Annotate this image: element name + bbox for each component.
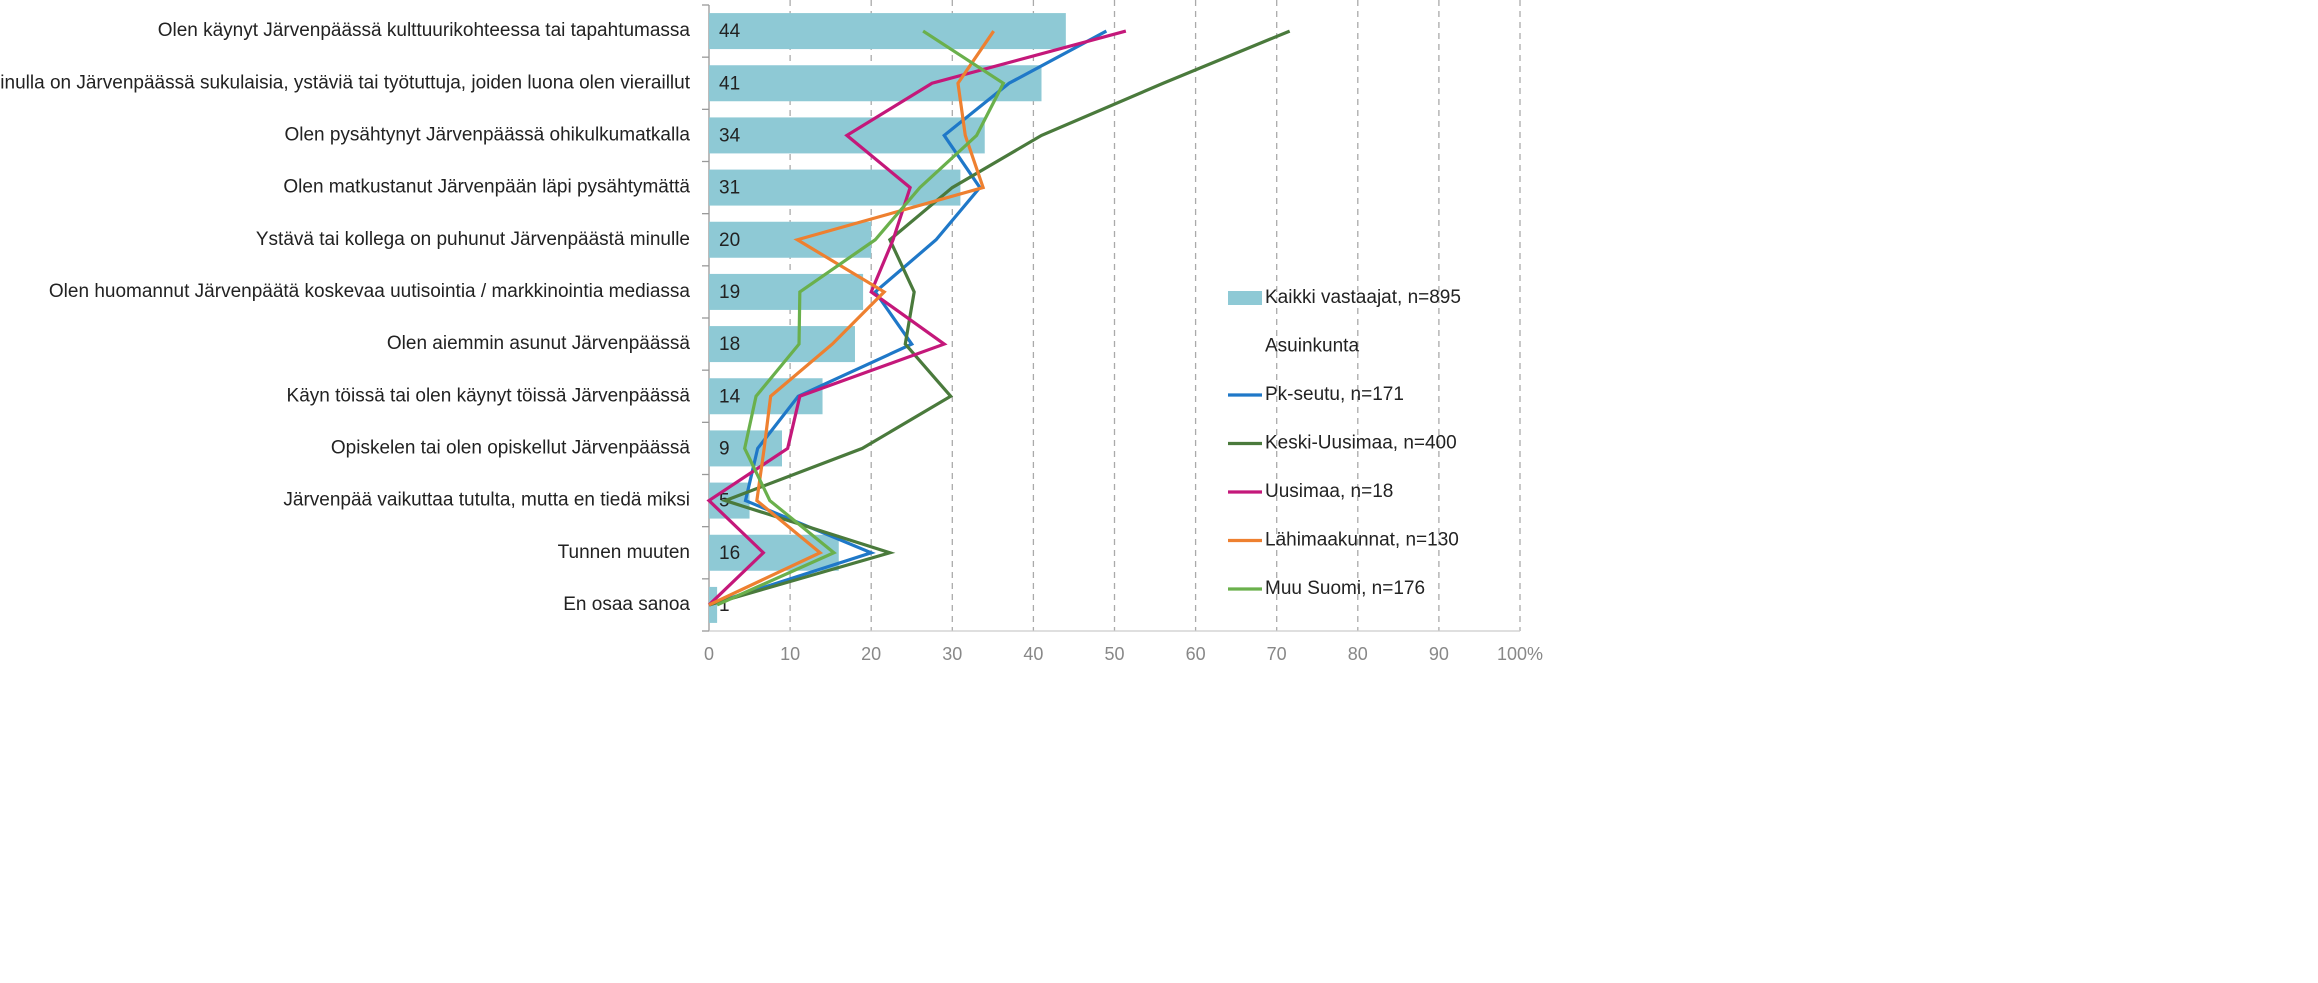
bar-label: 41 [719,73,740,94]
line-series [708,29,1291,607]
x-tick-label: 60 [1186,644,1206,664]
line-series [716,29,1006,607]
legend-label: Kaikki vastaajat, n=895 [1265,287,1461,308]
x-tick-label: 30 [942,644,962,664]
x-tick-label: 20 [861,644,881,664]
bar [709,273,864,310]
legend-label: Pk-seutu, n=171 [1265,384,1404,405]
legend-label: Lähimaakunnat, n=130 [1265,530,1459,551]
x-tick-label: 70 [1267,644,1287,664]
category-label: Olen aiemmin asunut Järvenpäässä [387,333,691,354]
legend-heading: Asuinkunta [1265,336,1359,357]
category-label: Minulla on Järvenpäässä sukulaisia, ystä… [0,72,691,93]
x-tick-label: 40 [1023,644,1043,664]
bar-label: 31 [719,178,740,199]
category-label: Opiskelen tai olen opiskellut Järvenpääs… [331,437,691,458]
bar-label: 14 [719,386,741,407]
category-label: Ystävä tai kollega on puhunut Järvenpääs… [256,229,690,250]
bar [709,169,961,206]
legend-label: Muu Suomi, n=176 [1265,578,1425,599]
x-tick-label: 90 [1429,644,1449,664]
bar-label: 16 [719,543,740,564]
bar-label: 19 [719,282,740,303]
bar-label: 9 [719,438,730,459]
line-series [706,29,1127,607]
category-label: Olen käynyt Järvenpäässä kulttuurikohtee… [158,20,691,41]
x-tick-label: 10 [780,644,800,664]
legend-swatch [1228,291,1262,305]
bar-label: 1 [719,595,730,616]
category-label: Tunnen muuten [558,542,690,563]
bar-label: 44 [719,21,741,42]
x-tick-label: 100% [1497,644,1543,664]
category-label: Olen huomannut Järvenpäätä koskevaa uuti… [49,281,691,302]
category-label: Olen pysähtynyt Järvenpäässä ohikulkumat… [284,124,690,145]
x-tick-label: 80 [1348,644,1368,664]
bar-label: 20 [719,230,740,251]
legend-label: Uusimaa, n=18 [1265,481,1393,502]
category-label: Järvenpää vaikuttaa tutulta, mutta en ti… [283,490,690,511]
bar [709,13,1066,50]
x-tick-label: 0 [704,644,714,664]
legend-label: Keski-Uusimaa, n=400 [1265,433,1457,454]
category-label: Olen matkustanut Järvenpään läpi pysähty… [283,177,690,198]
bar-label: 34 [719,125,741,146]
line-series [708,30,995,607]
category-label: En osaa sanoa [563,594,690,615]
bar-label: 18 [719,334,740,355]
x-tick-label: 50 [1104,644,1124,664]
category-label: Käyn töissä tai olen käynyt töissä Järve… [287,385,691,406]
